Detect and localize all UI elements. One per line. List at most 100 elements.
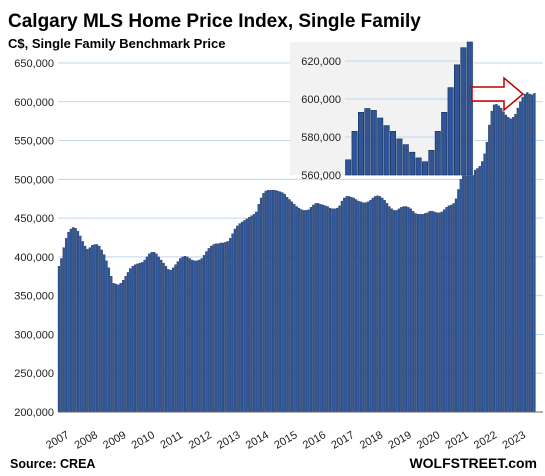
bar (190, 259, 194, 413)
bar (69, 228, 72, 413)
bar (212, 244, 215, 413)
bar (297, 207, 301, 413)
bar (314, 203, 317, 413)
bar (136, 263, 139, 413)
bar (88, 247, 92, 413)
bar (452, 203, 455, 413)
bar (112, 283, 115, 413)
bar (60, 258, 63, 413)
bar (402, 206, 405, 413)
bar (145, 256, 149, 413)
bar (516, 107, 519, 413)
bar (283, 193, 286, 413)
bar (302, 210, 305, 413)
bar (188, 258, 191, 413)
bar (326, 206, 329, 413)
bar (347, 196, 351, 413)
bar (376, 195, 379, 413)
bar (81, 241, 84, 413)
bar (374, 196, 377, 413)
y-tick-label: 550,000 (14, 136, 54, 148)
x-tick-label: 2012 (187, 429, 214, 452)
bar (193, 260, 196, 413)
inset-y-axis: 560,000 580,000 600,000 620,000 (301, 56, 341, 182)
bar (507, 117, 510, 413)
y-tick-label: 300,000 (14, 329, 54, 341)
bar (528, 93, 531, 413)
bar (390, 208, 393, 413)
bar (438, 212, 441, 413)
bar (485, 141, 489, 413)
bar (295, 206, 298, 413)
y-tick-label: 650,000 (14, 58, 54, 70)
bar (419, 214, 422, 413)
bar (195, 260, 198, 413)
inset-bar (460, 47, 467, 176)
bar (469, 168, 472, 413)
bar (250, 215, 253, 413)
bar (421, 214, 424, 413)
bar (331, 208, 334, 413)
bar (488, 124, 491, 413)
bar (100, 249, 103, 413)
bar (519, 101, 522, 413)
bar (340, 200, 344, 413)
bar (57, 266, 61, 413)
inset-bar (370, 110, 377, 176)
bar (336, 207, 339, 413)
bar (305, 210, 308, 413)
bar (300, 209, 303, 413)
bar (533, 93, 536, 413)
inset-bar (357, 112, 364, 176)
bar (316, 203, 320, 413)
bar (119, 283, 122, 413)
brand-label: WOLFSTREET.com (409, 455, 537, 471)
bar (500, 107, 503, 413)
bar (440, 211, 443, 413)
bar (205, 251, 208, 413)
y-tick-label: 600,000 (14, 97, 54, 109)
bar (409, 208, 412, 413)
inset-y-tick-label: 580,000 (301, 132, 341, 144)
inset-bar (466, 41, 473, 176)
bar (324, 205, 327, 413)
bar (395, 210, 398, 413)
inset-y-tick-label: 560,000 (301, 170, 341, 182)
bar (183, 255, 187, 413)
bar (381, 197, 384, 413)
bar (426, 212, 429, 413)
bar (428, 210, 431, 413)
bar (414, 213, 417, 413)
bar (74, 228, 77, 413)
bar (281, 192, 284, 413)
bar (162, 262, 165, 413)
bar (202, 255, 206, 413)
inset-bars (345, 41, 473, 176)
inset-bar (409, 151, 416, 176)
bar (514, 114, 517, 413)
bar (245, 218, 248, 413)
x-tick-label: 2007 (44, 429, 71, 452)
bar (278, 191, 282, 413)
bar (86, 248, 89, 413)
bar (269, 190, 272, 413)
bar (76, 231, 80, 413)
bar (229, 238, 232, 413)
bar (481, 161, 484, 413)
bar (255, 211, 258, 413)
bar (91, 245, 94, 413)
bar (143, 259, 146, 413)
x-tick-label: 2013 (215, 429, 242, 452)
bar (95, 244, 99, 413)
x-tick-label: 2019 (386, 429, 413, 452)
bar (495, 103, 498, 413)
inset-bar (447, 87, 454, 176)
bar (221, 242, 225, 413)
bar (288, 199, 291, 413)
bar (176, 261, 179, 413)
bar (124, 276, 127, 413)
bar (200, 258, 203, 413)
bar (338, 205, 341, 413)
inset-bar (396, 138, 403, 176)
